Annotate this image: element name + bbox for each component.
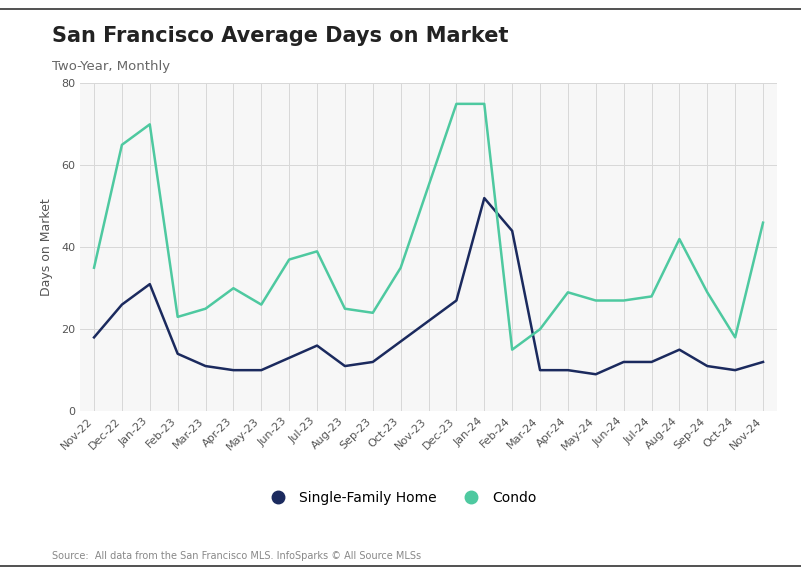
Single-Family Home — [452, 297, 461, 304]
Condo — [117, 141, 127, 148]
Condo — [312, 248, 322, 255]
Condo — [535, 325, 545, 332]
Condo — [452, 101, 461, 108]
Single-Family Home — [674, 346, 684, 353]
Line: Condo: Condo — [94, 104, 763, 350]
Condo — [646, 293, 656, 300]
Condo — [396, 264, 405, 271]
Single-Family Home — [89, 334, 99, 341]
Condo — [480, 101, 489, 108]
Single-Family Home — [228, 367, 238, 374]
Condo — [173, 313, 183, 320]
Condo — [89, 264, 99, 271]
Condo — [507, 346, 517, 353]
Condo — [563, 289, 573, 296]
Text: San Francisco Average Days on Market: San Francisco Average Days on Market — [52, 26, 509, 46]
Condo — [591, 297, 601, 304]
Single-Family Home — [591, 371, 601, 378]
Single-Family Home — [368, 359, 377, 366]
Single-Family Home — [396, 338, 405, 345]
Condo — [284, 256, 294, 263]
Single-Family Home — [340, 363, 350, 370]
Condo — [702, 289, 712, 296]
Single-Family Home — [117, 301, 127, 308]
Condo — [674, 236, 684, 243]
Single-Family Home — [145, 281, 155, 288]
Line: Single-Family Home: Single-Family Home — [94, 198, 763, 374]
Single-Family Home — [535, 367, 545, 374]
Text: Two-Year, Monthly: Two-Year, Monthly — [52, 60, 170, 74]
Condo — [424, 182, 433, 189]
Condo — [731, 334, 740, 341]
Condo — [759, 219, 768, 226]
Single-Family Home — [731, 367, 740, 374]
Single-Family Home — [201, 363, 211, 370]
Single-Family Home — [256, 367, 266, 374]
Condo — [340, 305, 350, 312]
Condo — [368, 309, 377, 316]
Single-Family Home — [646, 359, 656, 366]
Condo — [228, 285, 238, 292]
Condo — [619, 297, 629, 304]
Single-Family Home — [619, 359, 629, 366]
Single-Family Home — [507, 227, 517, 235]
Single-Family Home — [702, 363, 712, 370]
Single-Family Home — [563, 367, 573, 374]
Single-Family Home — [284, 354, 294, 361]
Single-Family Home — [480, 194, 489, 202]
Condo — [145, 121, 155, 128]
Single-Family Home — [312, 342, 322, 349]
Single-Family Home — [424, 317, 433, 324]
Condo — [201, 305, 211, 312]
Single-Family Home — [759, 359, 768, 366]
Legend: Single-Family Home, Condo: Single-Family Home, Condo — [259, 485, 542, 511]
Y-axis label: Days on Market: Days on Market — [40, 198, 53, 296]
Condo — [256, 301, 266, 308]
Text: Source:  All data from the San Francisco MLS. InfoSparks © All Source MLSs: Source: All data from the San Francisco … — [52, 551, 421, 561]
Single-Family Home — [173, 350, 183, 357]
